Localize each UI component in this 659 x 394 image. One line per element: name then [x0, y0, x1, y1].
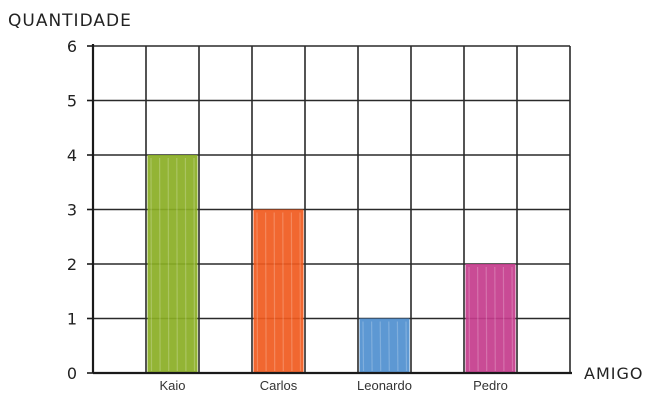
bar-texture-stroke [273, 212, 276, 372]
x-tick-label: Carlos [260, 378, 298, 393]
bar-texture-stroke [388, 321, 390, 372]
bar-texture-stroke [184, 157, 187, 372]
bar-texture-stroke [396, 321, 399, 372]
bar-texture-stroke [159, 157, 161, 372]
y-tick-label: 1 [67, 310, 77, 329]
bar-pedro [465, 264, 516, 373]
bar-texture-stroke [494, 266, 496, 372]
chart-labels: Kaio Carlos Leonardo Pedro 0 1 2 3 4 5 6 [67, 37, 508, 393]
bar-texture-stroke [362, 321, 365, 372]
bar-texture-stroke [371, 321, 373, 372]
chart-grid [93, 45, 571, 373]
y-tick-label: 6 [67, 37, 77, 56]
bar-kaio [147, 155, 198, 373]
bar-texture-stroke [150, 157, 153, 372]
y-tick-label: 4 [67, 146, 77, 165]
x-tick-label: Pedro [473, 378, 508, 393]
y-tick-label: 5 [67, 92, 77, 111]
bar-texture-stroke [485, 266, 488, 372]
y-axis-label: QUANTIDADE [8, 11, 132, 31]
bar-texture-stroke [265, 212, 267, 372]
bar-leonardo [359, 318, 410, 373]
x-axis-label: AMIGO [584, 364, 643, 383]
bar-texture-stroke [299, 212, 302, 372]
bar-texture-stroke [477, 266, 479, 372]
bar-texture-stroke [176, 157, 178, 372]
x-tick-label: Kaio [159, 378, 185, 393]
bar-texture-stroke [405, 321, 408, 372]
bar-texture-stroke [282, 212, 284, 372]
bar-texture-stroke [502, 266, 505, 372]
bar-texture-stroke [468, 266, 471, 372]
chart-bars [147, 155, 516, 373]
bar-texture-stroke [256, 212, 259, 372]
bar-texture-stroke [379, 321, 382, 372]
bar-carlos [253, 209, 304, 373]
bar-texture-stroke [511, 266, 514, 372]
bar-texture-stroke [193, 157, 196, 372]
y-tick-label: 0 [67, 364, 77, 383]
bar-texture-stroke [290, 212, 293, 372]
y-tick-label: 2 [67, 255, 77, 274]
y-tick-label: 3 [67, 201, 77, 220]
chart-axes [87, 44, 572, 375]
bar-texture-stroke [167, 157, 170, 372]
x-tick-label: Leonardo [357, 378, 412, 393]
